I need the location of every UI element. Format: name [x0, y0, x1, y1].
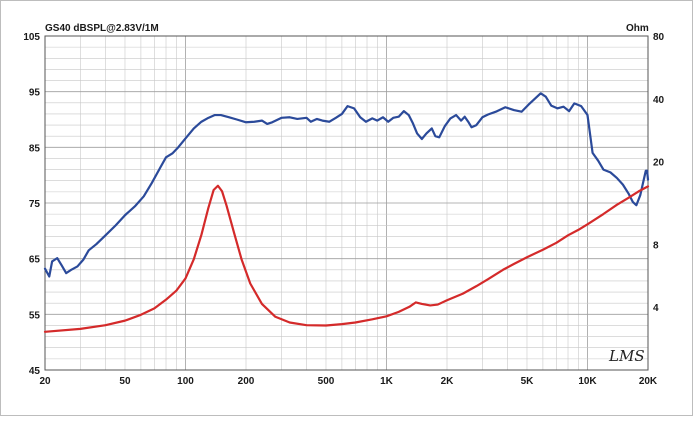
y-right-tick-label: 8 [653, 240, 659, 251]
y-right-tick-label: 20 [653, 158, 665, 169]
y-left-tick-label: 65 [29, 255, 41, 266]
x-tick-label: 20 [39, 376, 51, 387]
y-right-tick-label: 4 [653, 303, 659, 314]
series-line-impedance [43, 184, 650, 333]
y-left-tick-label: 95 [29, 88, 41, 99]
x-tick-label: 20K [639, 376, 658, 387]
right-axis-unit: Ohm [626, 23, 649, 34]
x-tick-label: 10K [578, 376, 597, 387]
x-tick-label: 5K [521, 376, 535, 387]
x-tick-label: 50 [119, 376, 131, 387]
chart-title: GS40 dBSPL@2.83V/1M [45, 23, 159, 34]
x-tick-label: 100 [177, 376, 194, 387]
x-tick-label: 1K [380, 376, 394, 387]
y-right-tick-label: 40 [653, 95, 665, 106]
axis-labels: 20 50 100 200 500 1K 2K 5K 10K 20K 45 55 65 75 85 95 105… [23, 32, 664, 387]
series-line-spl [43, 92, 650, 278]
plot-border [44, 35, 649, 371]
y-left-tick-label: 55 [29, 310, 41, 321]
y-left-tick-label: 105 [23, 32, 40, 43]
grid [44, 35, 649, 371]
x-tick-label: 200 [238, 376, 255, 387]
y-left-tick-label: 45 [29, 366, 41, 377]
y-left-tick-label: 85 [29, 143, 41, 154]
y-left-tick-label: 75 [29, 199, 41, 210]
lms-watermark: LMS [608, 347, 645, 365]
x-tick-label: 500 [318, 376, 335, 387]
y-right-tick-label: 80 [653, 32, 665, 43]
series-layer [43, 92, 650, 333]
x-tick-label: 2K [441, 376, 455, 387]
